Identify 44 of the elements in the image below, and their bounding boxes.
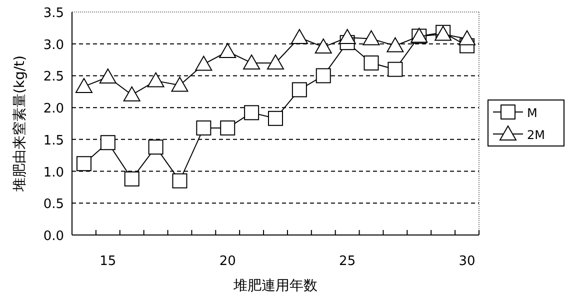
y-tick-label: 3.5 [43, 6, 64, 21]
y-tick-label: 1.0 [43, 165, 64, 180]
x-tick-label: 25 [339, 254, 356, 269]
x-tick-label: 15 [100, 254, 116, 269]
point [388, 62, 403, 77]
y-tick-label: 0.5 [43, 197, 64, 212]
point [76, 156, 92, 172]
y-tick-label: 2.5 [43, 70, 64, 85]
point [147, 72, 164, 88]
point [172, 173, 188, 188]
x-tick-label: 30 [458, 254, 476, 269]
point [148, 140, 164, 155]
y-tick-label: 1.5 [43, 133, 64, 148]
x-tick-label: 20 [219, 254, 236, 269]
point [267, 54, 284, 70]
point [99, 68, 116, 84]
y-tick-label: 0.0 [43, 229, 64, 244]
point [171, 76, 188, 92]
point [316, 68, 331, 84]
point [220, 120, 236, 136]
point [196, 120, 212, 136]
point [75, 78, 92, 94]
point [338, 28, 356, 44]
point [458, 30, 476, 46]
point [268, 110, 283, 126]
point [244, 105, 260, 120]
legend-label: 2M [527, 128, 545, 142]
point [100, 135, 116, 150]
point [290, 28, 308, 44]
y-tick-label: 2.0 [43, 102, 64, 117]
legend-label: M [527, 106, 538, 120]
point [314, 38, 332, 54]
point [123, 86, 140, 102]
y-tick-label: 3.0 [43, 38, 64, 53]
point [243, 54, 260, 70]
point [386, 37, 404, 52]
point [124, 171, 140, 186]
y-axis-title: 堆肥由来窒素量(kg/t) [12, 55, 28, 193]
point [292, 82, 307, 98]
x-axis-title: 堆肥連用年数 [232, 278, 318, 294]
point [362, 30, 380, 46]
point [219, 43, 236, 58]
point [195, 56, 212, 71]
point [364, 55, 379, 70]
